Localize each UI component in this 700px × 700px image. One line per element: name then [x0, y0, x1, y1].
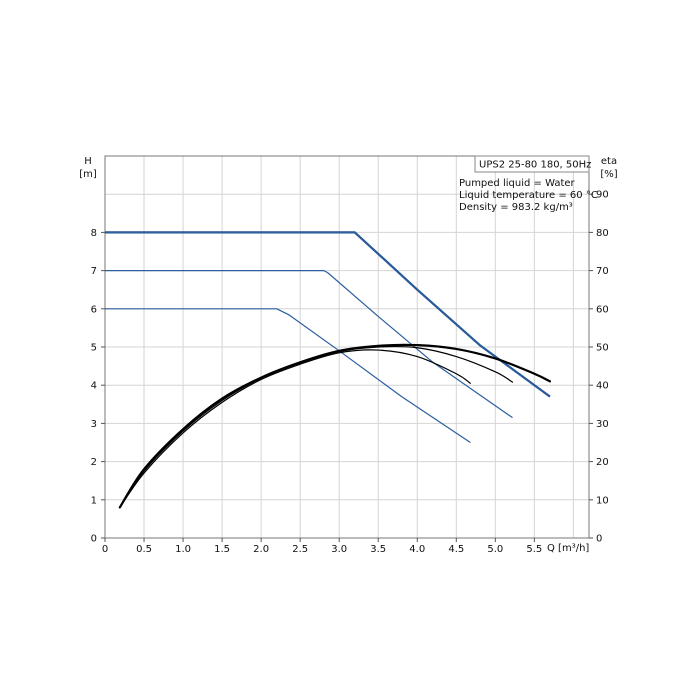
info-line-temperature: Liquid temperature = 60 °C	[459, 190, 598, 201]
y-right-tick-label: 50	[596, 343, 609, 354]
y-right-tick-label: 70	[596, 266, 609, 277]
y-left-tick-label: 7	[91, 266, 97, 277]
y-right-tick-label: 0	[596, 534, 602, 545]
chart-title: UPS2 25-80 180, 50Hz	[479, 160, 591, 171]
y-axis-left-ticks: 0 1 2 3 4 5 6 7 8	[91, 228, 105, 545]
head-curve-4	[105, 308, 471, 443]
y-right-tick-label: 90	[596, 190, 609, 201]
y-axis-left-unit: [m]	[79, 169, 97, 180]
grid	[105, 156, 589, 538]
y-left-tick-label: 0	[91, 534, 97, 545]
curves	[105, 231, 552, 509]
x-tick-label: 4.0	[409, 544, 425, 555]
x-tick-label: 0	[102, 544, 108, 555]
head-curve-3	[105, 270, 513, 419]
x-axis-ticks: 0 0.5 1.0 1.5 2.0 2.5 3.0 3.5 4.0 4.5 5.0 5.5	[102, 538, 542, 555]
info-line-liquid: Pumped liquid = Water	[459, 178, 576, 189]
y-left-tick-label: 1	[91, 495, 97, 506]
y-left-tick-label: 3	[91, 419, 97, 430]
y-left-tick-label: 6	[91, 304, 97, 315]
y-axis-right-unit: [%]	[600, 169, 617, 180]
y-left-tick-label: 4	[91, 381, 97, 392]
x-axis-label: Q [m³/h]	[547, 543, 589, 554]
x-tick-label: 1.5	[214, 544, 230, 555]
y-axis-right-label: eta	[601, 156, 617, 167]
efficiency-curve-1	[118, 343, 552, 509]
x-tick-label: 3.0	[331, 544, 347, 555]
title-box: UPS2 25-80 180, 50Hz	[474, 155, 591, 173]
y-right-tick-label: 30	[596, 419, 609, 430]
y-axis-right-ticks: 0 10 20 30 40 50 60 70 80 90	[589, 190, 609, 545]
y-axis-left-label: H	[84, 156, 92, 167]
x-tick-label: 5.5	[526, 544, 542, 555]
x-tick-label: 0.5	[136, 544, 152, 555]
efficiency-curve-2	[119, 345, 514, 509]
y-right-tick-label: 10	[596, 495, 609, 506]
y-right-tick-label: 40	[596, 381, 609, 392]
x-tick-label: 5.0	[487, 544, 503, 555]
y-left-tick-label: 8	[91, 228, 97, 239]
x-tick-label: 2.5	[292, 544, 308, 555]
info-line-density: Density = 983.2 kg/m³	[459, 202, 573, 213]
x-tick-label: 2.0	[253, 544, 269, 555]
y-left-tick-label: 2	[91, 457, 97, 468]
x-tick-label: 3.5	[370, 544, 386, 555]
efficiency-curve-3	[119, 349, 471, 509]
y-right-tick-label: 80	[596, 228, 609, 239]
pumped-liquid-info: Pumped liquid = Water Liquid temperature…	[459, 178, 598, 213]
y-left-tick-label: 5	[91, 343, 97, 354]
y-right-tick-label: 20	[596, 457, 609, 468]
x-tick-label: 4.5	[448, 544, 464, 555]
x-tick-label: 1.0	[175, 544, 191, 555]
y-right-tick-label: 60	[596, 304, 609, 315]
